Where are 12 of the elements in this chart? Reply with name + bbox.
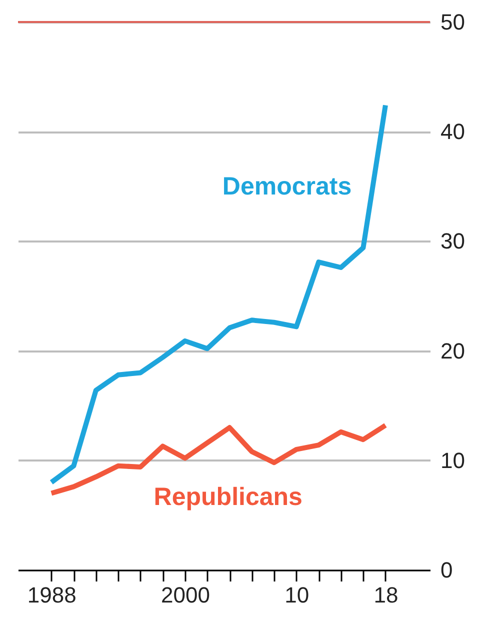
x-tick-label: 1988 [27,582,76,608]
x-tick-label: 10 [284,582,310,608]
x-tick-label: 18 [374,582,398,608]
series-label: Democrats [222,172,352,200]
y-tick-label: 30 [440,228,465,254]
y-tick-label: 40 [440,119,465,144]
y-tick-label: 50 [440,10,465,34]
y-tick-label: 10 [440,448,465,473]
series-label: Republicans [154,483,302,512]
y-tick-label: 0 [440,558,453,582]
x-tick-label: 2000 [161,582,210,608]
y-tick-label: 20 [440,338,465,364]
